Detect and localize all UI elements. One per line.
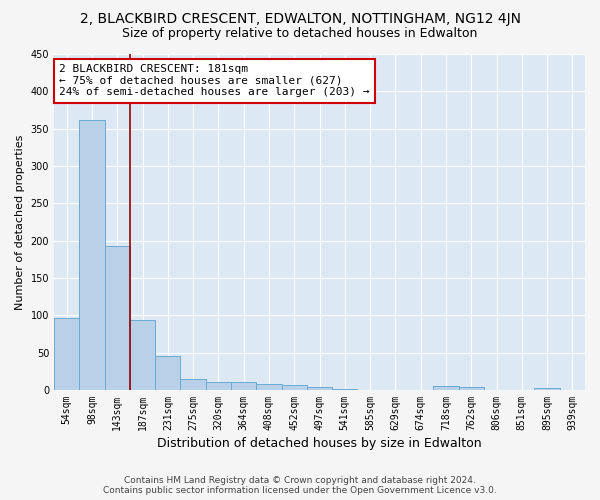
Bar — [79, 120, 104, 390]
Bar — [332, 389, 358, 390]
Bar — [206, 382, 231, 390]
Bar — [535, 388, 560, 390]
Text: Contains HM Land Registry data © Crown copyright and database right 2024.
Contai: Contains HM Land Registry data © Crown c… — [103, 476, 497, 495]
Text: 2 BLACKBIRD CRESCENT: 181sqm
← 75% of detached houses are smaller (627)
24% of s: 2 BLACKBIRD CRESCENT: 181sqm ← 75% of de… — [59, 64, 370, 98]
Bar — [458, 387, 484, 390]
X-axis label: Distribution of detached houses by size in Edwalton: Distribution of detached houses by size … — [157, 437, 482, 450]
Bar — [433, 386, 458, 390]
Bar — [231, 382, 256, 390]
Text: 2, BLACKBIRD CRESCENT, EDWALTON, NOTTINGHAM, NG12 4JN: 2, BLACKBIRD CRESCENT, EDWALTON, NOTTING… — [79, 12, 521, 26]
Y-axis label: Number of detached properties: Number of detached properties — [15, 134, 25, 310]
Bar — [54, 318, 79, 390]
Bar — [181, 380, 206, 390]
Bar — [130, 320, 155, 390]
Bar — [256, 384, 281, 390]
Bar — [104, 246, 130, 390]
Bar — [281, 386, 307, 390]
Bar — [155, 356, 181, 390]
Bar — [307, 387, 332, 390]
Text: Size of property relative to detached houses in Edwalton: Size of property relative to detached ho… — [122, 28, 478, 40]
